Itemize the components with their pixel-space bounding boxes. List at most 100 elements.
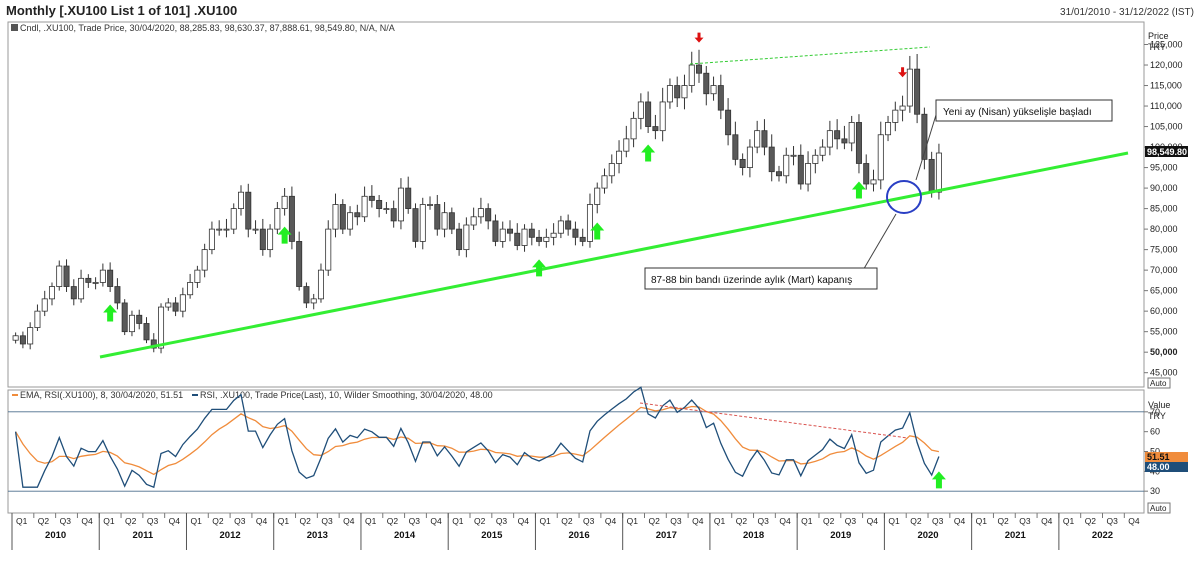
candle-body [688, 64, 695, 86]
chart-title: Monthly [.XU100 List 1 of 101] .XU100 [6, 3, 237, 18]
year-label: 2016 [568, 530, 589, 541]
candle-body [56, 265, 63, 287]
candle-body [681, 85, 688, 99]
price-panel[interactable] [7, 21, 1145, 388]
candle-body [892, 109, 899, 123]
quarter-label: Q1 [801, 516, 813, 526]
candle-body [383, 208, 390, 211]
candle-body [303, 286, 310, 304]
rsi-panel[interactable] [7, 389, 1145, 514]
candle-body [863, 163, 870, 185]
ema-line [15, 405, 940, 476]
candle-body [841, 138, 848, 144]
candle-body [550, 232, 557, 238]
candle-body [245, 191, 252, 230]
up-arrow [532, 259, 547, 277]
rsi-last-label: 48.00 [1147, 462, 1170, 472]
candle-body [165, 302, 172, 308]
quarter-label: Q2 [648, 516, 660, 526]
rsi-line [14, 386, 940, 489]
rsi-auto-label: Auto [1150, 504, 1167, 513]
price-tick-label: 125,000 [1150, 40, 1183, 50]
price-tick-label: 85,000 [1150, 204, 1178, 214]
candle-body [347, 212, 354, 230]
quarter-label: Q2 [823, 516, 835, 526]
candle-body [434, 204, 441, 230]
candle-body [107, 269, 114, 287]
candle-body [703, 72, 710, 95]
last-price-badge [1145, 146, 1188, 157]
price-tick-label: 110,000 [1150, 101, 1182, 111]
candle-body [187, 282, 194, 296]
price-tick-label: 55,000 [1150, 327, 1178, 337]
price-tick-label: 75,000 [1150, 245, 1178, 255]
price-axis-title: Price [1148, 31, 1169, 41]
candle-body [543, 236, 550, 242]
candle-body [630, 117, 637, 140]
candle-body [230, 208, 237, 230]
candle-body [855, 122, 862, 164]
price-tick-label: 60,000 [1150, 306, 1178, 316]
quarter-label: Q2 [212, 516, 224, 526]
candle-body [805, 163, 812, 185]
quarter-label: Q3 [670, 516, 682, 526]
quarter-label: Q3 [1107, 516, 1119, 526]
candle-body [935, 152, 942, 193]
year-label: 2020 [917, 530, 938, 541]
candle-body [412, 208, 419, 242]
year-label: 2010 [45, 530, 66, 541]
candle-body [579, 236, 586, 242]
candle-body [746, 146, 753, 168]
year-label: 2018 [743, 530, 764, 541]
quarter-label: Q1 [976, 516, 988, 526]
price-tick-label: 120,000 [1150, 60, 1183, 70]
candle-body [492, 220, 499, 242]
candle-body [259, 228, 266, 251]
candle-body [739, 158, 746, 168]
candle-body [768, 146, 775, 173]
quarter-label: Q1 [103, 516, 115, 526]
candle-body [368, 195, 375, 201]
candle-body [623, 138, 630, 152]
candle-body [812, 154, 819, 164]
candle-body [99, 269, 106, 283]
annotation-box-top [935, 99, 1113, 122]
rsi-auto-button[interactable] [1147, 502, 1171, 514]
candle-body [885, 122, 892, 136]
price-auto-button[interactable] [1147, 377, 1171, 389]
annotation-box-bottom [644, 267, 878, 290]
candle-body [136, 314, 143, 324]
candle-body [150, 339, 157, 349]
quarter-label: Q2 [300, 516, 312, 526]
candle-body [921, 113, 928, 160]
candle-body [557, 220, 564, 234]
candle-body [652, 126, 659, 132]
resistance-trendline[interactable] [689, 46, 931, 65]
price-tick-label: 45,000 [1150, 368, 1178, 378]
candle-body [310, 298, 317, 304]
candle-body [470, 216, 477, 226]
support-trendline[interactable] [99, 151, 1129, 359]
quarter-label: Q3 [845, 516, 857, 526]
rsi-tick-label: 50 [1150, 447, 1160, 457]
price-tick-label: 50,000 [1150, 347, 1178, 357]
price-tick-label: 80,000 [1150, 224, 1178, 234]
quarter-label: Q2 [38, 516, 50, 526]
candle-body [172, 302, 179, 312]
callout-line-bottom [861, 213, 897, 273]
quarter-label: Q2 [474, 516, 486, 526]
candle-body [616, 150, 623, 164]
quarter-label: Q2 [387, 516, 399, 526]
quarter-label: Q4 [169, 516, 181, 526]
candle-body [586, 204, 593, 242]
quarter-label: Q2 [561, 516, 573, 526]
candle-body [928, 158, 935, 193]
price-tick-label: 65,000 [1150, 286, 1178, 296]
down-arrow [694, 32, 704, 43]
year-label: 2015 [481, 530, 503, 541]
quarter-label: Q4 [256, 516, 268, 526]
candle-body [397, 187, 404, 222]
candle-body [696, 64, 703, 74]
